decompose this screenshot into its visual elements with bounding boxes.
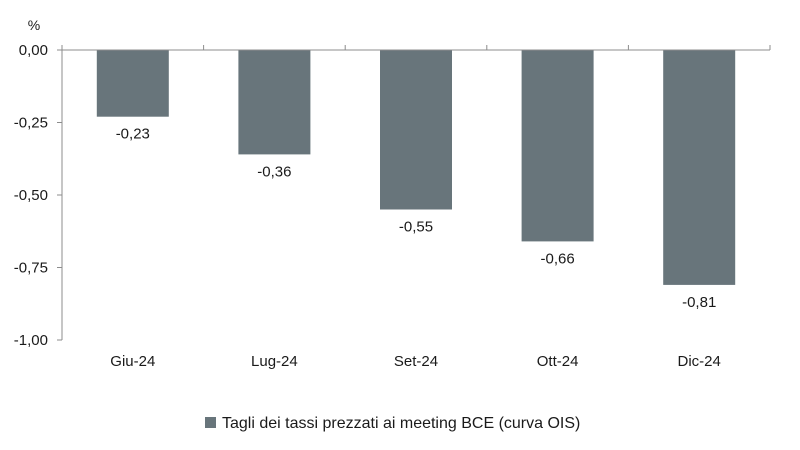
bar (663, 50, 736, 285)
y-tick-label: -0,75 (14, 260, 48, 277)
legend-label: Tagli dei tassi prezzati ai meeting BCE … (222, 415, 580, 432)
data-label: -0,81 (682, 294, 716, 311)
x-axis: Giu-24 Lug-24 Set-24 Ott-24 Dic-24 (61, 45, 771, 370)
x-tick-label: Giu-24 (110, 353, 155, 370)
data-label: -0,66 (540, 250, 574, 267)
legend-swatch (205, 417, 216, 428)
bar (96, 50, 169, 117)
data-label: -0,55 (399, 219, 433, 236)
y-tick-label: 0,00 (19, 42, 48, 59)
y-axis: 0,00 -0,25 -0,50 -0,75 -1,00 (14, 42, 63, 349)
y-tick-label: -1,00 (14, 332, 48, 349)
legend: Tagli dei tassi prezzati ai meeting BCE … (205, 415, 580, 432)
y-tick-label: -0,25 (14, 115, 48, 132)
data-label: -0,23 (116, 126, 150, 143)
y-axis-unit-label: % (28, 17, 40, 33)
x-tick-label: Dic-24 (678, 353, 721, 370)
data-label: -0,36 (257, 163, 291, 180)
y-tick-label: -0,50 (14, 187, 48, 204)
bars (96, 50, 736, 285)
x-tick-label: Ott-24 (537, 353, 579, 370)
bar (238, 50, 311, 155)
bar (521, 50, 594, 242)
x-tick-label: Set-24 (394, 353, 438, 370)
data-labels: -0,23 -0,36 -0,55 -0,66 -0,81 (116, 126, 717, 311)
bar (380, 50, 452, 210)
x-tick-label: Lug-24 (251, 353, 298, 370)
